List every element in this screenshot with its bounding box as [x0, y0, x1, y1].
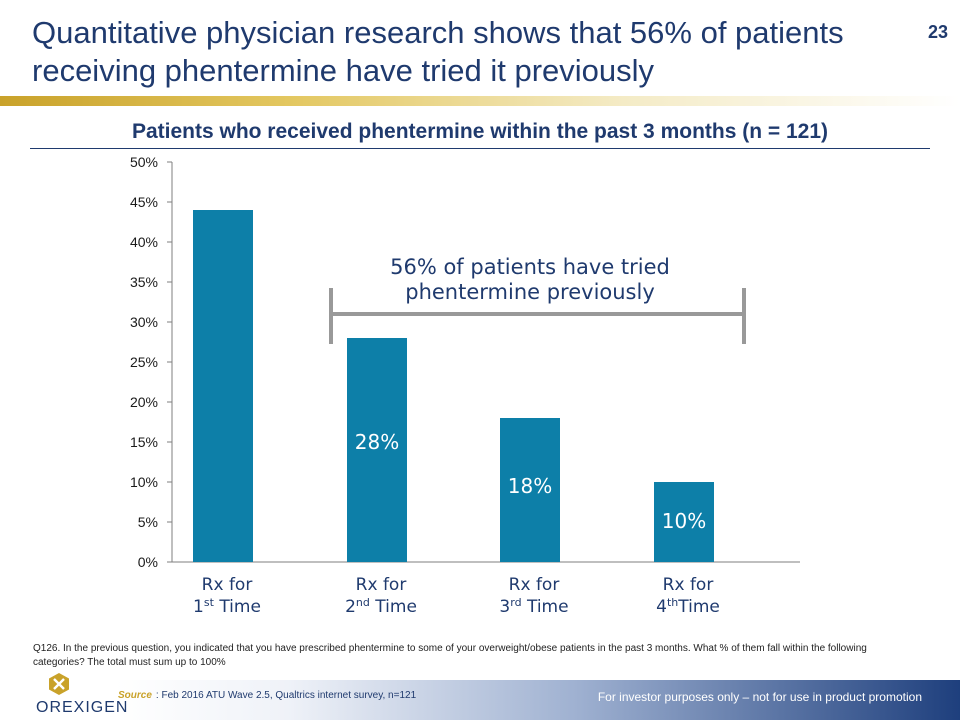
y-tick-label: 15% — [130, 434, 158, 450]
x-category-label: Rx for — [509, 575, 560, 595]
x-category-label-ordinal: 2nd Time — [345, 596, 417, 618]
chart-title: Patients who received phentermine within… — [131, 120, 829, 143]
y-tick-label: 40% — [130, 234, 158, 250]
chart-title-underline — [30, 148, 930, 149]
annotation-text-line2: phentermine previously — [405, 280, 655, 304]
x-category-label-ordinal: 3rd Time — [499, 596, 568, 618]
bar — [347, 338, 407, 562]
y-tick-label: 25% — [130, 354, 158, 370]
bar-data-label: 10% — [662, 509, 706, 533]
y-tick-label: 30% — [130, 314, 158, 330]
orexigen-logo: OREXIGEN — [36, 672, 127, 718]
x-category-label-ordinal: 4thTime — [656, 596, 720, 618]
page-number: 23 — [927, 22, 948, 42]
footer-bar — [0, 680, 960, 720]
logo-mark-icon — [49, 673, 69, 695]
source-label: Source — [118, 690, 152, 701]
y-tick-label: 5% — [138, 514, 158, 530]
logo-text: OREXIGEN — [36, 699, 129, 716]
y-tick-label: 10% — [130, 474, 158, 490]
bar — [193, 210, 253, 562]
bar-data-label: 28% — [355, 430, 399, 454]
title-divider — [0, 96, 960, 106]
bar — [500, 418, 560, 562]
y-tick-label: 45% — [130, 194, 158, 210]
disclaimer: For investor purposes only – not for use… — [597, 690, 922, 704]
bar — [654, 482, 714, 562]
x-category-label: Rx for — [202, 575, 253, 595]
x-category-label-ordinal: 1st Time — [193, 596, 261, 618]
y-tick-label: 0% — [138, 554, 158, 570]
source-text: : Feb 2016 ATU Wave 2.5, Qualtrics inter… — [155, 690, 417, 701]
y-tick-label: 20% — [130, 394, 158, 410]
bar-chart: 0%5%10%15%20%25%30%35%40%45%50%Rx for1st… — [130, 154, 800, 618]
slide-title: Quantitative physician research shows th… — [32, 15, 844, 88]
x-category-label: Rx for — [356, 575, 407, 595]
y-tick-label: 35% — [130, 274, 158, 290]
y-tick-label: 50% — [130, 154, 158, 170]
source-note: Source: Feb 2016 ATU Wave 2.5, Qualtrics… — [118, 690, 416, 701]
annotation-text-line1: 56% of patients have tried — [390, 255, 670, 279]
survey-question: Q126. In the previous question, you indi… — [33, 643, 867, 668]
bar-data-label: 18% — [508, 474, 552, 498]
x-category-label: Rx for — [663, 575, 714, 595]
